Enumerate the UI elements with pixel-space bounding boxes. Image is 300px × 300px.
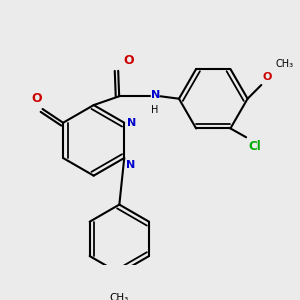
Text: H: H xyxy=(151,105,158,115)
Text: CH₃: CH₃ xyxy=(110,293,129,300)
Text: O: O xyxy=(31,92,42,105)
Text: Cl: Cl xyxy=(249,140,261,153)
Text: N: N xyxy=(151,90,160,100)
Text: O: O xyxy=(263,72,272,82)
Text: O: O xyxy=(123,54,134,67)
Text: N: N xyxy=(127,118,136,128)
Text: N: N xyxy=(126,160,136,170)
Text: CH₃: CH₃ xyxy=(275,59,293,69)
